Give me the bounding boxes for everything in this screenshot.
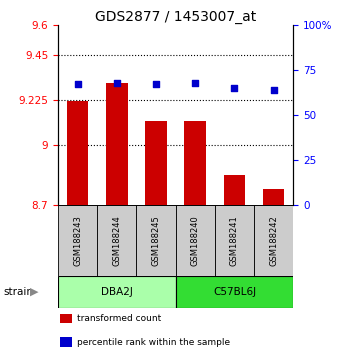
Bar [184,121,206,205]
Text: DBA2J: DBA2J [101,287,133,297]
Text: ▶: ▶ [30,287,38,297]
Text: GSM188241: GSM188241 [230,215,239,266]
Text: GSM188240: GSM188240 [191,215,200,266]
Point [75,81,80,87]
Bar [136,205,176,276]
Text: C57BL6J: C57BL6J [213,287,256,297]
Bar [224,175,245,205]
Text: strain: strain [3,287,33,297]
Text: GSM188242: GSM188242 [269,215,278,266]
Bar [58,205,97,276]
Point [271,87,276,93]
Point [153,81,159,87]
Bar [60,314,72,323]
Bar [67,101,88,205]
Bar [215,205,254,276]
Bar [176,205,215,276]
Title: GDS2877 / 1453007_at: GDS2877 / 1453007_at [95,10,256,24]
Text: percentile rank within the sample: percentile rank within the sample [77,337,230,347]
Bar [97,205,136,276]
Bar [106,83,128,205]
Text: transformed count: transformed count [77,314,161,322]
Text: GSM188243: GSM188243 [73,215,82,266]
Bar [145,121,167,205]
Bar [176,276,293,308]
Bar [60,337,72,347]
Bar [254,205,293,276]
Point [192,81,198,86]
Point [232,85,237,91]
Bar [58,276,176,308]
Point [114,80,119,85]
Bar [263,189,284,205]
Text: GSM188244: GSM188244 [112,215,121,266]
Text: GSM188245: GSM188245 [151,215,161,266]
